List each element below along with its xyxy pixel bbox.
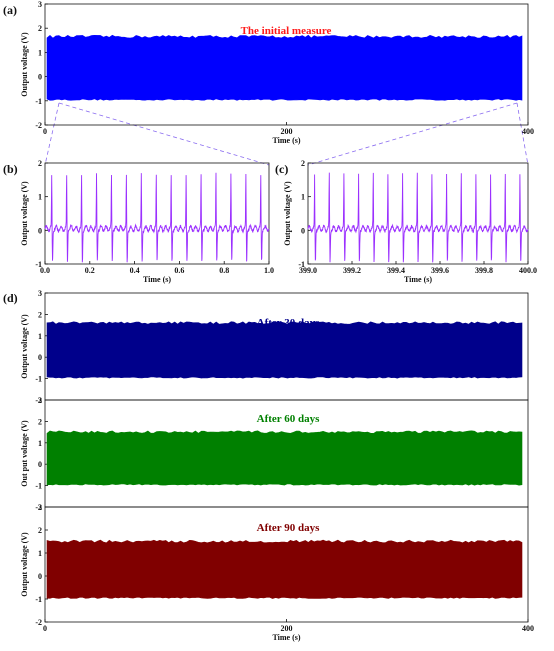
panel-label-b: (b) [3, 162, 18, 176]
panel-d-90days-chart: -2 -1 0 1 2 3 0 200 400 Time (s) Output voltage (V… [20, 503, 534, 642]
panel-a-ylabel: Output voltage (V) [20, 32, 29, 97]
panel-d-90days-xlabel: Time (s) [272, 633, 300, 642]
panel-d-30days-ytick-label: 3 [38, 289, 42, 298]
panel-a-ytick-label: -2 [35, 121, 42, 130]
panel-b-xtick-label: 0.6 [174, 266, 184, 275]
panel-b-xtick-label: 0.2 [85, 266, 95, 275]
panel-d-60days-signal-band [46, 430, 523, 486]
panel-d-60days-annotation: After 60 days [257, 413, 320, 425]
panel-d-90days-xtick-label: 400 [522, 624, 534, 633]
panel-b-xlabel: Time (s) [143, 275, 171, 284]
panel-c-xtick-label: 400.0 [519, 266, 537, 275]
panel-d-60days-ylabel: Out put voltage (V) [20, 420, 29, 487]
panel-a-ytick-label: -1 [35, 97, 42, 106]
panel-d-90days-ytick-label: 0 [38, 572, 42, 581]
panel-c-signal-line [307, 172, 529, 263]
panel-d-30days-ytick-label: -1 [35, 375, 42, 384]
panel-d-60days-ytick-label: 3 [38, 396, 42, 405]
panel-d-30days-annotation: After 30 days [257, 317, 320, 329]
panel-c-ytick-label: 1 [301, 193, 305, 202]
panel-label-d: (d) [3, 291, 18, 305]
panel-a-xtick-label: 0 [43, 127, 47, 136]
zoom-connector-b-left [44, 102, 60, 166]
panel-c-ytick-label: -1 [298, 260, 305, 269]
panel-b-xtick-label: 0.4 [130, 266, 140, 275]
panel-c-xtick-label: 399.6 [431, 266, 449, 275]
panel-b-signal-line [44, 172, 270, 263]
panel-d-60days-ytick-label: 0 [38, 460, 42, 469]
panel-b-ytick-label: 1 [38, 193, 42, 202]
panel-d-60days-ytick-label: 2 [38, 417, 42, 426]
zoom-connector-c-right [516, 102, 529, 166]
panel-b-ytick-label: -1 [35, 260, 42, 269]
panel-a-signal-band [46, 34, 523, 101]
panel-d-30days-signal-band [46, 321, 523, 379]
panel-a-ytick-label: 3 [38, 0, 42, 9]
panel-b-chart: -1 0 1 2 0.0 0.2 0.4 0.6 0.8 1.0 Time (s) Output vo… [20, 159, 274, 284]
panel-d-30days-ytick-label: 2 [38, 310, 42, 319]
zoom-connector-b-right [58, 102, 270, 166]
panel-d-30days-ytick-label: 0 [38, 353, 42, 362]
panel-c-xtick-label: 399.4 [387, 266, 405, 275]
panel-d-30days-chart: -2 -1 0 1 2 3 Output voltage (V) After 30 days [20, 289, 529, 405]
panel-b-xtick-label: 0.8 [219, 266, 229, 275]
panel-d-30days-ytick-label: -2 [35, 396, 42, 405]
panel-b-ytick-label: 0 [38, 226, 42, 235]
panel-b-ylabel: Output voltage (V) [20, 181, 29, 246]
panel-label-a: (a) [3, 3, 17, 17]
panel-c-frame [307, 162, 529, 265]
panel-b-xtick-label: 1.0 [264, 266, 274, 275]
panel-d-60days-ytick-label: -2 [35, 503, 42, 512]
panel-d-60days-chart: -2 -1 0 1 2 3 Out put voltage (V) After 60 days [20, 396, 529, 512]
panel-d-90days-ytick-label: 3 [38, 503, 42, 512]
panel-b-ytick-label: 2 [38, 159, 42, 168]
panel-c-ytick-label: 0 [301, 226, 305, 235]
panel-c-xtick-label: 399.2 [343, 266, 361, 275]
panel-a-ytick-label: 1 [38, 48, 42, 57]
panel-d-90days-ytick-label: -2 [35, 618, 42, 627]
panel-b-frame [44, 162, 270, 265]
panel-a-chart: -2 -1 0 1 2 3 0 200 400 Time (s) Output voltage (V… [20, 0, 534, 145]
panel-c-ylabel: Output voltage (V) [283, 181, 292, 246]
panel-b-xtick-label: 0.0 [40, 266, 50, 275]
panel-d-90days-xtick-label: 0 [43, 624, 47, 633]
panel-a-annotation: The initial measure [241, 25, 332, 37]
panel-d-90days-ytick-label: 2 [38, 526, 42, 535]
panel-d-60days-ytick-label: 1 [38, 439, 42, 448]
panel-a-xtick-label: 400 [522, 127, 534, 136]
panel-c-ytick-label: 2 [301, 159, 305, 168]
panel-c-xtick-label: 399.8 [475, 266, 493, 275]
panel-d-90days-ylabel: Output voltage (V) [20, 532, 29, 597]
panel-d-90days-signal-band [46, 539, 523, 599]
panel-d-30days-ylabel: Output voltage (V) [20, 314, 29, 379]
panel-d-90days-annotation: After 90 days [257, 522, 320, 534]
panel-c-chart: -1 0 1 2 399.0 399.2 399.4 399.6 399.8 400.0 Time … [283, 159, 537, 284]
panel-d-60days-ytick-label: -1 [35, 482, 42, 491]
zoom-connector-c-left [307, 102, 518, 166]
panel-d-90days-ytick-label: 1 [38, 549, 42, 558]
panel-a-xtick-label: 200 [281, 127, 293, 136]
panel-c-xtick-label: 399.0 [299, 266, 317, 275]
panel-a-xlabel: Time (s) [272, 136, 300, 145]
panel-a-ytick-label: 0 [38, 73, 42, 82]
panel-d-30days-ytick-label: 1 [38, 332, 42, 341]
panel-d-90days-ytick-label: -1 [35, 595, 42, 604]
panel-a-ytick-label: 2 [38, 24, 42, 33]
panel-d-90days-xtick-label: 200 [281, 624, 293, 633]
panel-c-xlabel: Time (s) [404, 275, 432, 284]
panel-label-c: (c) [275, 162, 288, 176]
